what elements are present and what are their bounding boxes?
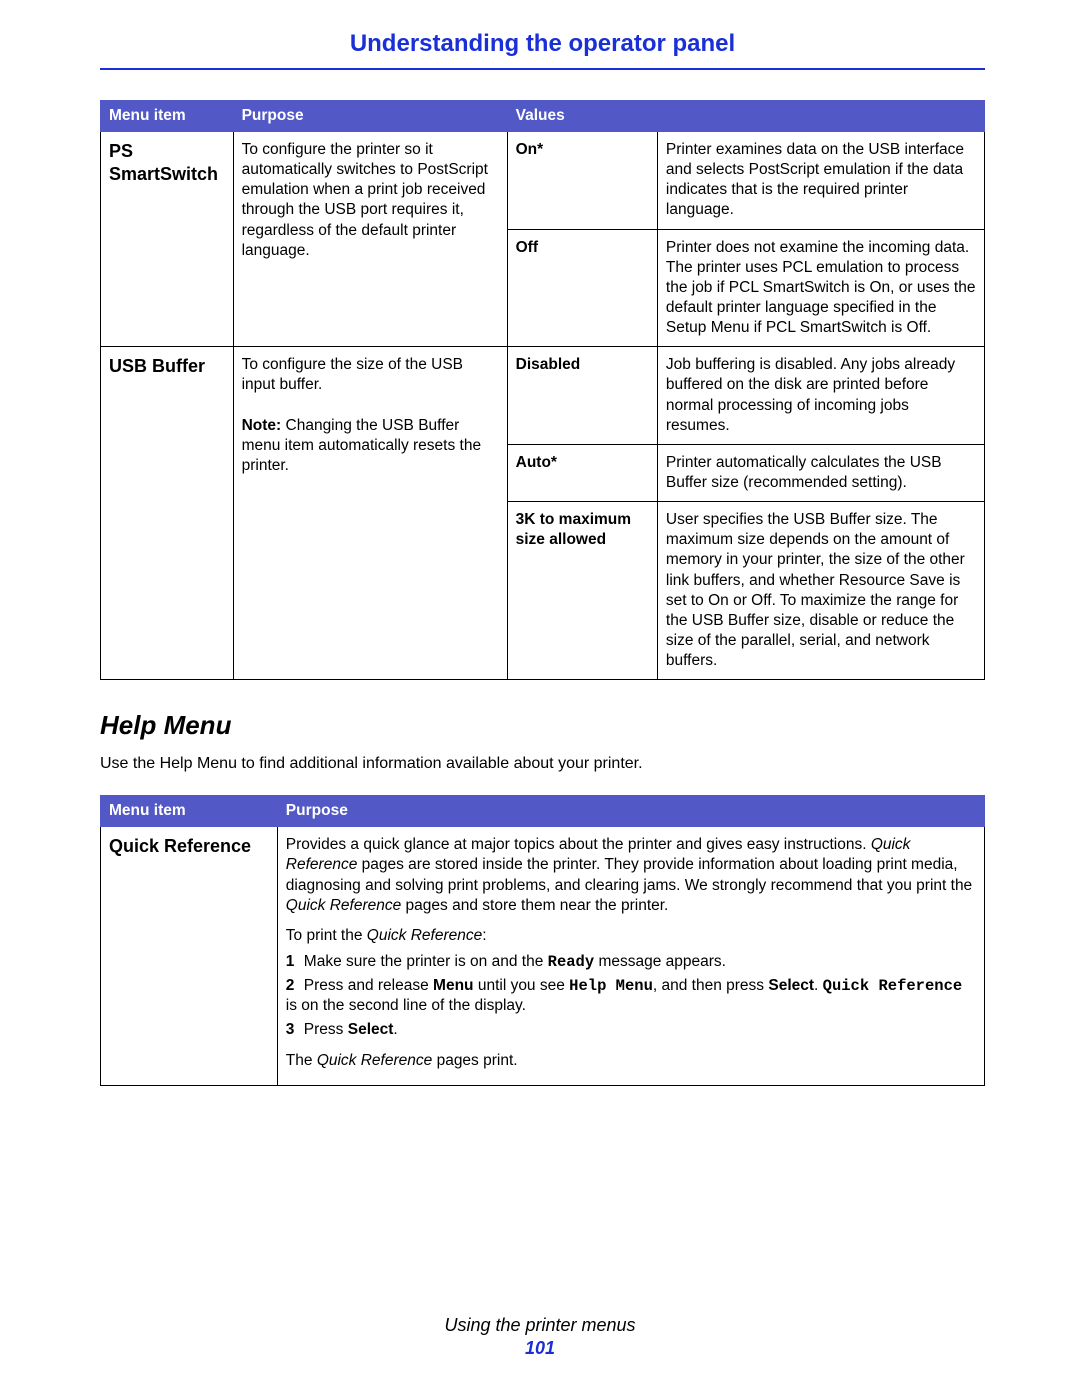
footer-text: Using the printer menus [0, 1315, 1080, 1336]
col-purpose: Purpose [233, 101, 507, 132]
purpose-cell: Provides a quick glance at major topics … [277, 827, 984, 1085]
purpose-text: To configure the size of the USB input b… [242, 356, 463, 393]
value-desc: Job buffering is disabled. Any jobs alre… [657, 347, 984, 445]
step-2: 2Press and release Menu until you see He… [286, 976, 976, 1016]
menu-item-usb-buffer: USB Buffer [101, 347, 234, 680]
value-label: Auto* [507, 444, 657, 501]
col-menu-item: Menu item [101, 101, 234, 132]
print-intro: To print the Quick Reference: [286, 926, 976, 946]
step-3: 3Press Select. [286, 1020, 976, 1040]
value-desc: User specifies the USB Buffer size. The … [657, 502, 984, 680]
value-label: On* [507, 132, 657, 230]
help-menu-intro: Use the Help Menu to find additional inf… [100, 755, 985, 773]
col-values: Values [507, 101, 984, 132]
footer-page-number: 101 [0, 1338, 1080, 1359]
value-desc: Printer automatically calculates the USB… [657, 444, 984, 501]
purpose-cell: To configure the printer so it automatic… [233, 132, 507, 347]
quick-ref-outro: The Quick Reference pages print. [286, 1051, 976, 1071]
value-label: Disabled [507, 347, 657, 445]
table-header-row: Menu item Purpose Values [101, 101, 985, 132]
help-menu-table: Menu item Purpose Quick Reference Provid… [100, 795, 985, 1085]
step-1: 1Make sure the printer is on and the Rea… [286, 952, 976, 972]
table-row: PS SmartSwitch To configure the printer … [101, 132, 985, 230]
note-label: Note: [242, 417, 282, 434]
menu-item-ps-smartswitch: PS SmartSwitch [101, 132, 234, 347]
help-menu-heading: Help Menu [100, 710, 985, 741]
table-row: USB Buffer To configure the size of the … [101, 347, 985, 445]
title-rule [100, 68, 985, 70]
menu-item-quick-reference: Quick Reference [101, 827, 278, 1085]
value-label: 3K to maximum size allowed [507, 502, 657, 680]
table-row: Quick Reference Provides a quick glance … [101, 827, 985, 1085]
value-desc: Printer examines data on the USB interfa… [657, 132, 984, 230]
value-label: Off [507, 229, 657, 347]
col-menu-item: Menu item [101, 796, 278, 827]
page-footer: Using the printer menus 101 [0, 1315, 1080, 1359]
purpose-cell: To configure the size of the USB input b… [233, 347, 507, 680]
page-title: Understanding the operator panel [100, 30, 985, 58]
table-header-row: Menu item Purpose [101, 796, 985, 827]
value-desc: Printer does not examine the incoming da… [657, 229, 984, 347]
menu-table-1: Menu item Purpose Values PS SmartSwitch … [100, 100, 985, 680]
col-purpose: Purpose [277, 796, 984, 827]
quick-ref-paragraph: Provides a quick glance at major topics … [286, 835, 976, 916]
